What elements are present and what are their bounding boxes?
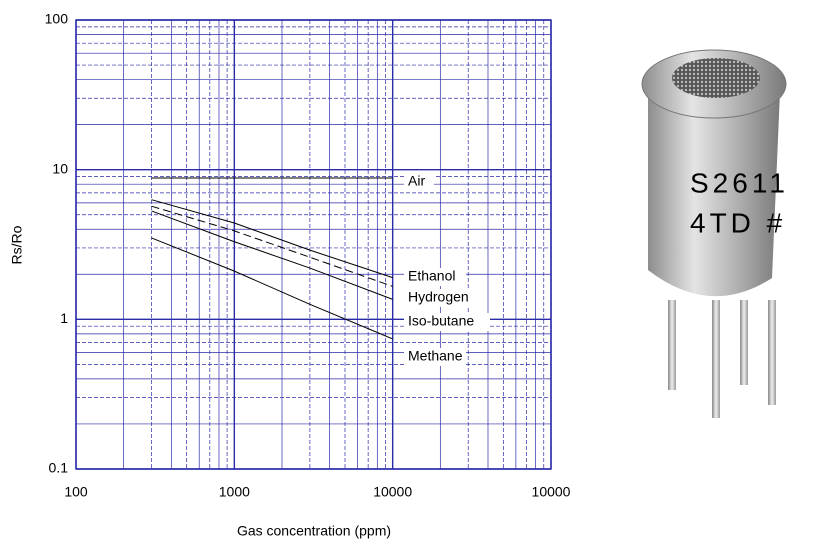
sensor-photo: S2611 4TD # [641, 49, 789, 418]
plot: 100 1000 10000 10000 0.1 1 10 100 Air Ethanol Hydr… [45, 11, 571, 500]
series-line [151, 237, 393, 340]
photo-text: S2611 [690, 167, 789, 198]
plot-frame [75, 19, 552, 470]
y-tick-label: 0.1 [49, 460, 69, 476]
series-label: Air [408, 173, 425, 189]
y-tick-label: 100 [45, 11, 69, 27]
x-axis-label: Gas concentration (ppm) [237, 523, 391, 539]
series-label: Iso-butane [408, 313, 474, 329]
series-label: Ethanol [408, 268, 455, 284]
sensor-body [648, 90, 780, 297]
pin [740, 300, 748, 385]
x-tick-label: 100 [64, 484, 88, 500]
x-tick-label: 1000 [219, 484, 250, 500]
series-line [151, 205, 393, 287]
series-label: Methane [408, 348, 463, 364]
series-line [151, 199, 393, 279]
pin [768, 300, 776, 405]
pin [712, 300, 720, 418]
y-tick-label: 1 [60, 310, 68, 326]
x-tick-label: 10000 [532, 484, 571, 500]
label-bg [404, 289, 474, 307]
label-bg [404, 173, 434, 191]
y-axis-label: Rs/Ro [9, 225, 25, 264]
photo-text: 4TD # [690, 207, 786, 238]
label-bg [404, 348, 466, 366]
series-label: Hydrogen [408, 289, 469, 305]
x-tick-label: 10000 [373, 484, 412, 500]
label-bg [404, 313, 490, 331]
y-tick-label: 10 [52, 160, 68, 176]
label-bg [404, 268, 466, 286]
sensor-mesh [672, 58, 760, 98]
pin [668, 300, 676, 390]
series-line [151, 210, 393, 300]
